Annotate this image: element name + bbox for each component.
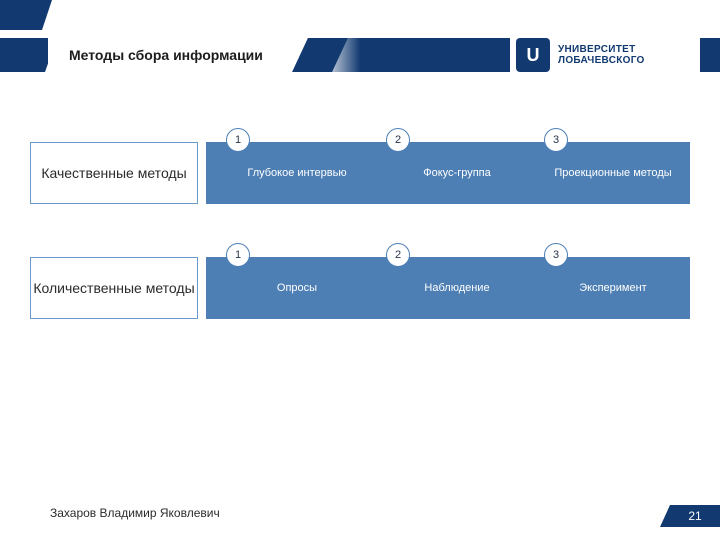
page-title: Методы сбора информации (69, 47, 263, 63)
header-title-wrap: Методы сбора информации (55, 38, 283, 72)
logo: U УНИВЕРСИТЕТ ЛОБАЧЕВСКОГО (510, 34, 700, 76)
footer-author: Захаров Владимир Яковлевич (50, 506, 220, 520)
cell-n-3: Эксперимент (538, 257, 688, 319)
cell-q-3: Проекционные методы (538, 142, 688, 204)
header-left-band (0, 38, 48, 72)
cell-n-2: Наблюдение (382, 257, 532, 319)
logo-mark-letter: U (527, 45, 540, 66)
content-area: Качественные методы 1 Глубокое интервью … (30, 130, 690, 360)
page-number-wrap: 21 (670, 502, 720, 530)
footer: Захаров Владимир Яковлевич 21 (0, 502, 720, 530)
label-qualitative: Качественные методы (30, 142, 198, 204)
page-number: 21 (670, 505, 720, 527)
cell-q-2: Фокус-группа (382, 142, 532, 204)
row-qualitative: Качественные методы 1 Глубокое интервью … (30, 130, 690, 215)
logo-line1: УНИВЕРСИТЕТ (558, 44, 645, 55)
label-quantitative: Количественные методы (30, 257, 198, 319)
cell-n-1: Опросы (222, 257, 372, 319)
logo-mark-icon: U (516, 38, 550, 72)
row-quantitative: Количественные методы 1 Опросы 2 Наблюде… (30, 245, 690, 330)
cell-q-1: Глубокое интервью (222, 142, 372, 204)
header-accent (0, 0, 42, 30)
logo-text: УНИВЕРСИТЕТ ЛОБАЧЕВСКОГО (558, 44, 645, 66)
logo-line2: ЛОБАЧЕВСКОГО (558, 55, 645, 66)
